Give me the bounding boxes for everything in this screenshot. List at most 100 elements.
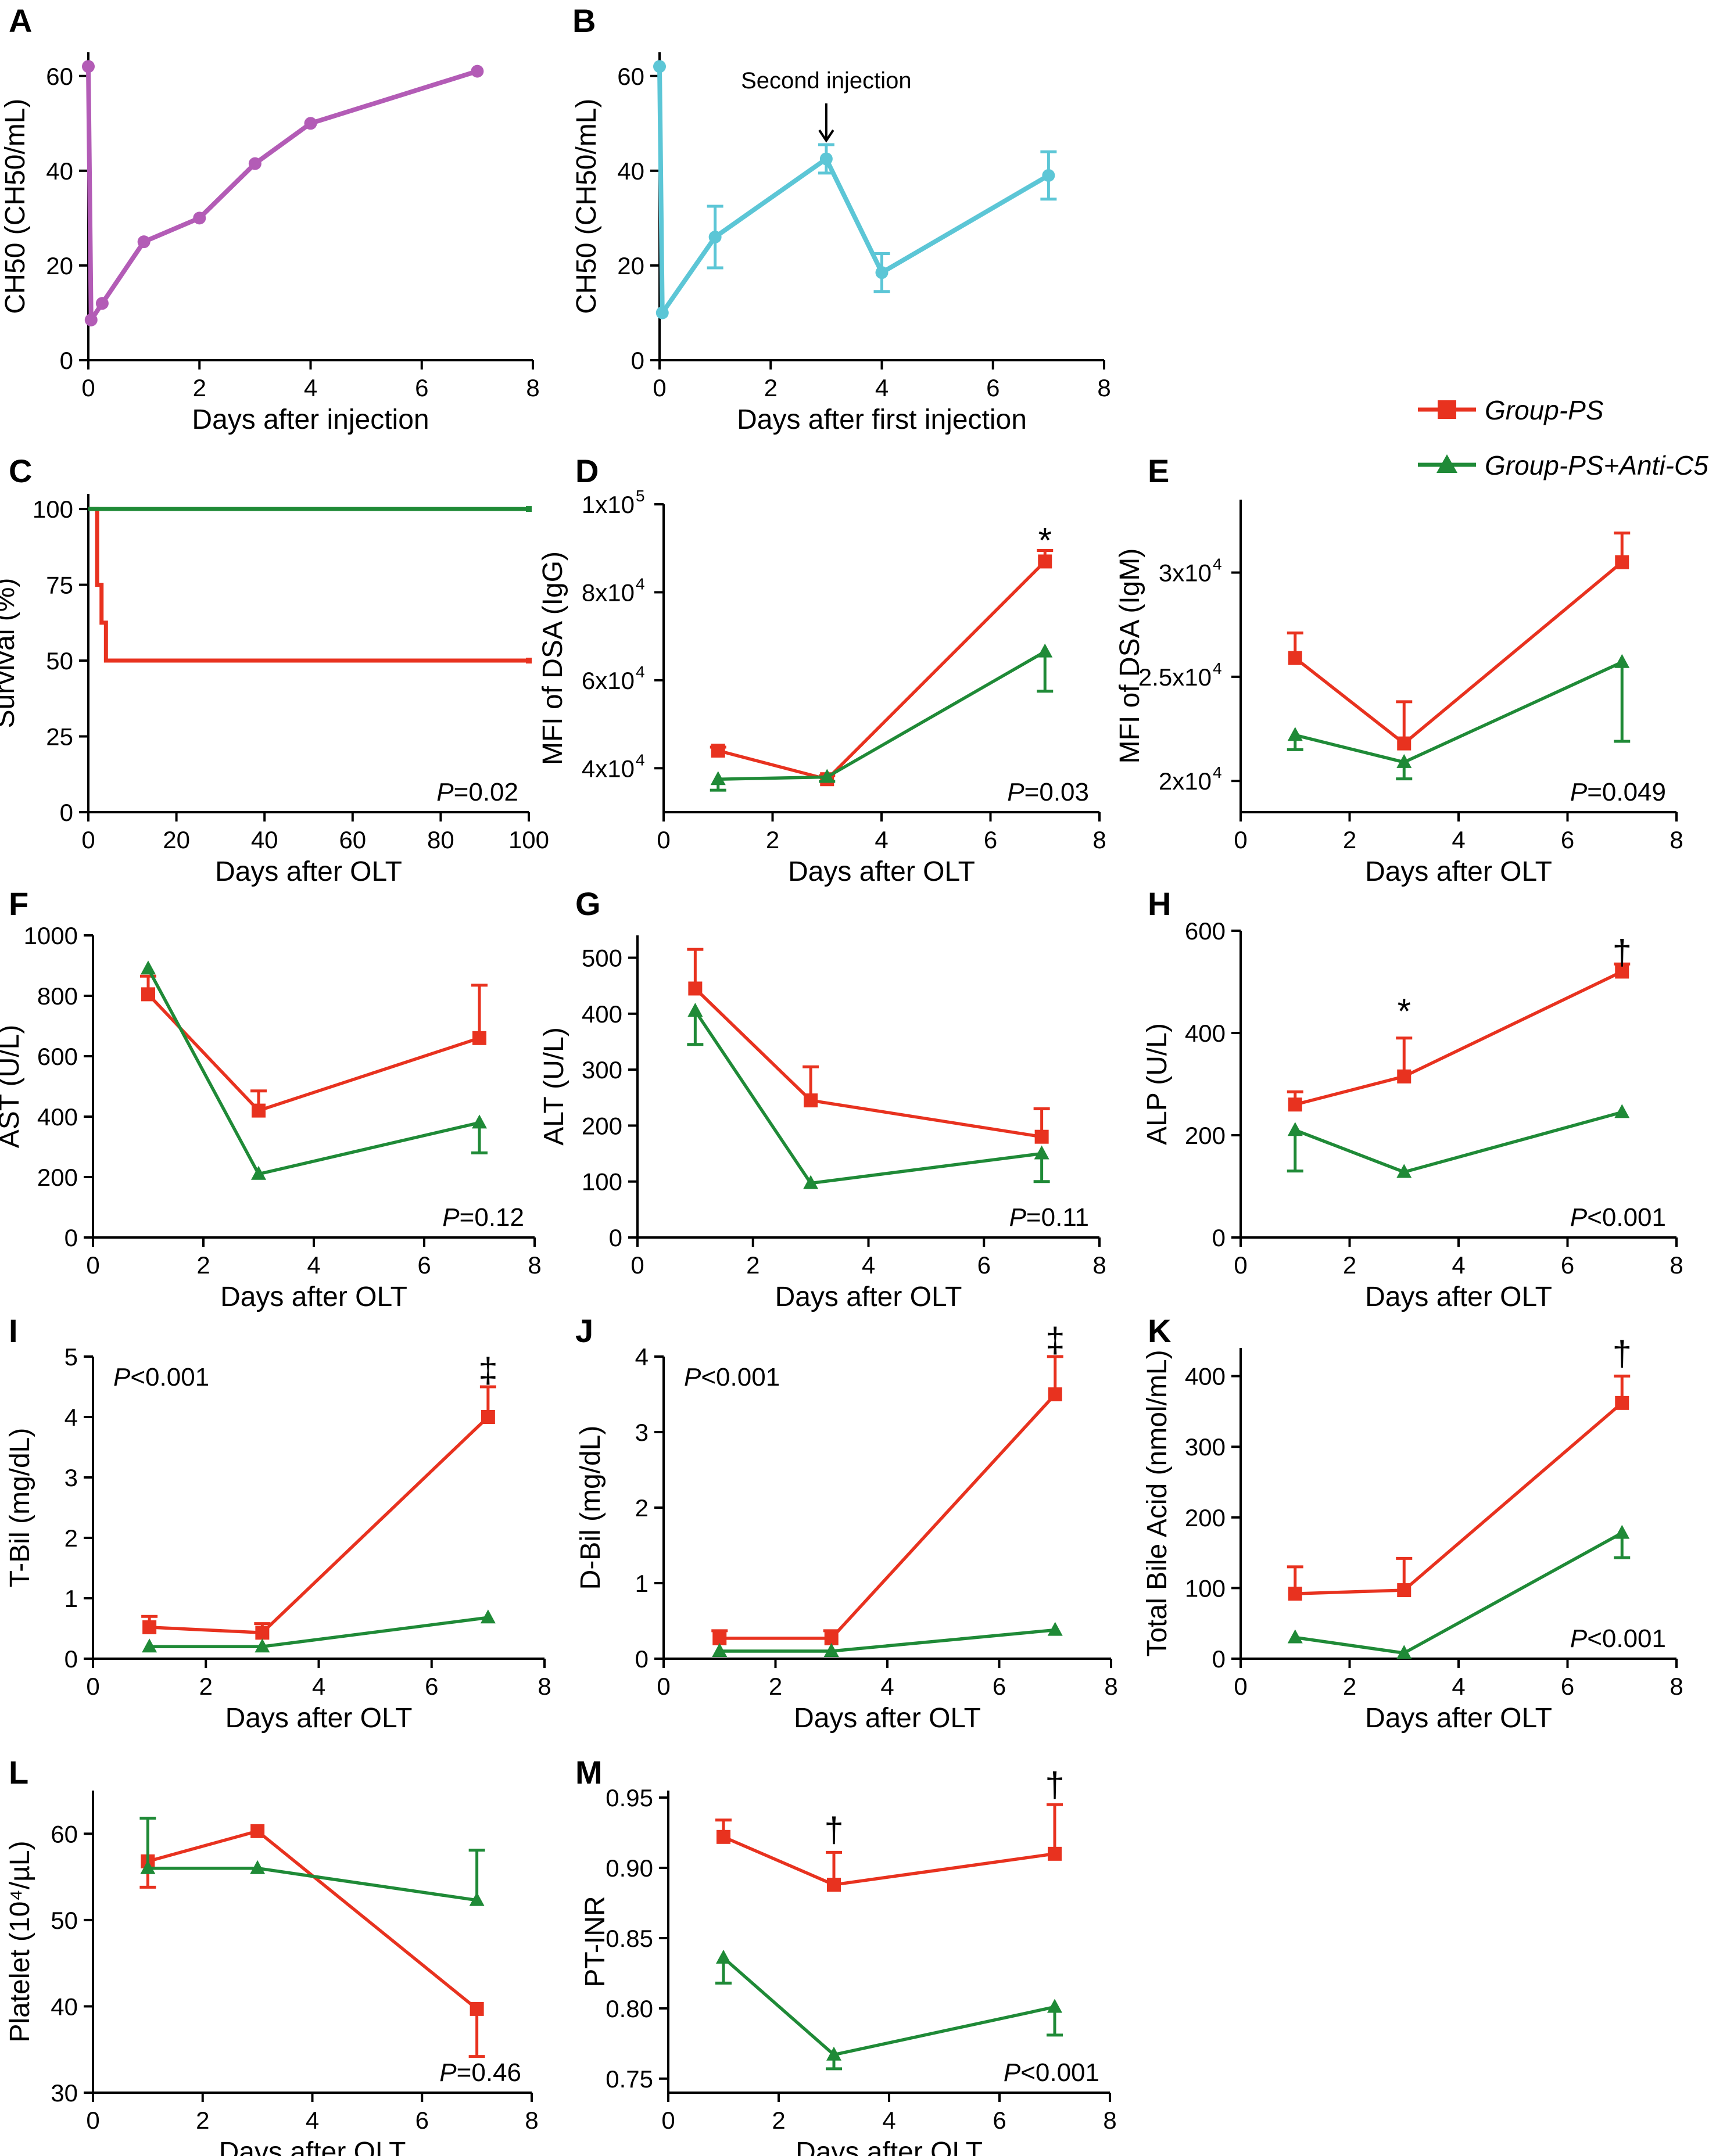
significance-mark: * (1038, 521, 1052, 559)
data-point (1397, 1069, 1412, 1084)
panel-i: I 0 2 4 6 8 0 1 2 3 4 5 Days after OLT T-Bil (mg/dL) P… (5, 1312, 551, 1734)
x-axis-label: Days after OLT (1365, 856, 1552, 887)
data-point (1038, 554, 1052, 569)
data-point (653, 60, 666, 73)
data-point (82, 60, 95, 73)
y-tick-label: 0 (631, 347, 644, 374)
data-point (142, 1638, 157, 1653)
data-point (1288, 1097, 1302, 1112)
data-point (1037, 643, 1053, 658)
series-group-ps (140, 974, 488, 1118)
annotation-arrow-head (818, 129, 834, 143)
x-tick-label: 2 (746, 1251, 760, 1279)
y-tick-label: 0 (65, 1224, 78, 1251)
x-tick-label: 8 (525, 2107, 538, 2134)
data-point (1614, 654, 1630, 668)
series-line (657, 66, 1050, 315)
x-tick-label: 2 (1343, 1251, 1356, 1279)
y-tick-exponent: 4 (1213, 659, 1222, 677)
p-value: P=0.02 (436, 778, 518, 806)
x-tick-label: 0 (86, 1673, 99, 1700)
y-tick-label: 2 (635, 1494, 649, 1522)
y-tick-label: 200 (582, 1112, 622, 1139)
censor-mark (526, 506, 532, 512)
panel-letter: B (572, 2, 596, 39)
x-tick-label: 100 (508, 826, 549, 853)
x-tick-label: 4 (880, 1673, 894, 1700)
p-value-number: =0.12 (460, 1203, 524, 1232)
x-axis-label: Days after OLT (796, 2137, 983, 2156)
y-tick-label: 0.80 (606, 1995, 653, 2022)
y-axis-label: Platelet (10⁴/µL) (5, 1841, 35, 2042)
y-tick-exponent: 5 (636, 487, 645, 505)
p-value-symbol: P (1570, 1624, 1588, 1653)
x-tick-label: 6 (993, 1673, 1006, 1700)
x-tick-label: 0 (630, 1251, 644, 1279)
y-tick-label: 0.90 (606, 1854, 653, 1882)
x-tick-label: 20 (163, 826, 190, 853)
series-group-ps (1287, 962, 1631, 1112)
panel-a: A 0 2 4 6 8 0 20 40 60 Days after injection CH50 (C… (0, 2, 540, 435)
data-point (803, 1175, 819, 1189)
data-point (717, 1829, 730, 1844)
x-tick-label: 60 (339, 826, 366, 853)
y-axis-label: MFI of DSA (IgM) (1115, 548, 1145, 764)
x-axis-label: Days after OLT (215, 856, 402, 887)
x-tick-label: 8 (528, 1251, 541, 1279)
y-tick-label: 200 (37, 1164, 78, 1191)
y-tick-label: 6x10 (582, 667, 635, 694)
x-tick-label: 2 (766, 826, 779, 853)
series-group-ps (1287, 531, 1631, 751)
series-group-ps (139, 1824, 485, 2058)
data-point (1288, 1587, 1302, 1601)
y-axis-label: MFI of DSA (IgG) (538, 551, 568, 765)
x-tick-label: 4 (307, 1251, 320, 1279)
x-axis-label: Days after OLT (225, 1703, 413, 1734)
y-axis-label: PT-INR (580, 1896, 611, 1987)
x-tick-label: 6 (984, 826, 997, 853)
survival-curve (88, 507, 529, 663)
p-value: P=0.03 (1007, 778, 1089, 806)
significance-mark: † (1613, 1334, 1632, 1373)
y-axis-label: AST (U/L) (0, 1025, 25, 1148)
y-tick-label: 20 (46, 252, 73, 279)
panel-b: B 0 2 4 6 8 0 20 40 60 Days after first injection C… (571, 2, 1111, 435)
x-tick-label: 0 (661, 2107, 675, 2134)
panel-m: M 0 2 4 6 8 0.75 0.80 0.85 0.90 0.95 Days after OLT… (575, 1754, 1117, 2156)
p-value-symbol: P (1570, 778, 1588, 806)
x-axis-label: Days after OLT (1365, 1703, 1552, 1734)
x-tick-label: 2 (1343, 1673, 1356, 1700)
data-point (1397, 1583, 1412, 1598)
data-point (1042, 169, 1055, 182)
x-axis-label: Days after OLT (794, 1703, 981, 1734)
panel-letter: F (9, 885, 28, 922)
y-tick-label: 8x10 (582, 579, 635, 606)
legend-label-anti: Group-PS+Anti-C5 (1485, 450, 1708, 480)
x-tick-label: 4 (304, 374, 317, 401)
data-point (84, 313, 98, 327)
panel-letter: M (575, 1754, 603, 1791)
data-point (469, 1892, 485, 1906)
y-tick-label: 2x10 (1159, 767, 1212, 795)
x-tick-label: 0 (81, 826, 95, 853)
p-value: P=0.12 (442, 1203, 524, 1232)
series-group-ps-anti-c5 (710, 643, 1054, 792)
significance-mark: † (1045, 1766, 1064, 1805)
y-tick-label: 0 (1212, 1645, 1226, 1673)
y-axis-label: ALP (U/L) (1142, 1023, 1173, 1145)
x-tick-label: 2 (199, 1673, 213, 1700)
p-value: P<0.001 (684, 1363, 780, 1391)
x-tick-label: 0 (1234, 1673, 1247, 1700)
data-point (248, 157, 261, 170)
y-tick-label: 3x10 (1159, 559, 1212, 587)
series-group-ps (141, 1385, 496, 1640)
significance-mark: ‡ (1045, 1321, 1065, 1359)
y-tick-label: 0.95 (606, 1784, 653, 1811)
panel-letter: C (9, 453, 32, 489)
y-axis-label: CH50 (CH50/mL) (571, 99, 602, 314)
x-tick-label: 0 (86, 2107, 99, 2134)
p-value: P=0.46 (439, 2058, 521, 2087)
x-tick-label: 4 (882, 2107, 895, 2134)
y-tick-label: 600 (37, 1043, 78, 1070)
